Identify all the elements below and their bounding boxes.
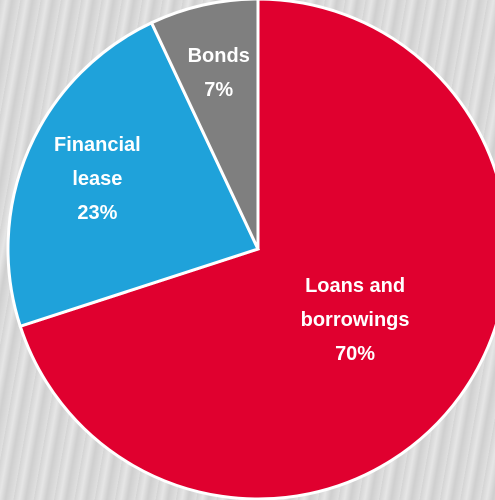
category-label: Bonds bbox=[187, 45, 250, 68]
value-label: 23% bbox=[77, 202, 118, 225]
pie-slice bbox=[6, 20, 261, 329]
slice-label: Financial lease 23% bbox=[37, 128, 157, 230]
value-label: 7% bbox=[204, 79, 234, 102]
slice-label: Bonds 7% bbox=[174, 39, 264, 107]
category-label: Financial lease bbox=[54, 134, 141, 191]
value-label: 70% bbox=[335, 342, 376, 365]
slice-label: Loans and borrowings 70% bbox=[275, 269, 435, 371]
category-label: Loans and borrowings bbox=[300, 274, 410, 331]
pie-slice bbox=[149, 0, 260, 250]
